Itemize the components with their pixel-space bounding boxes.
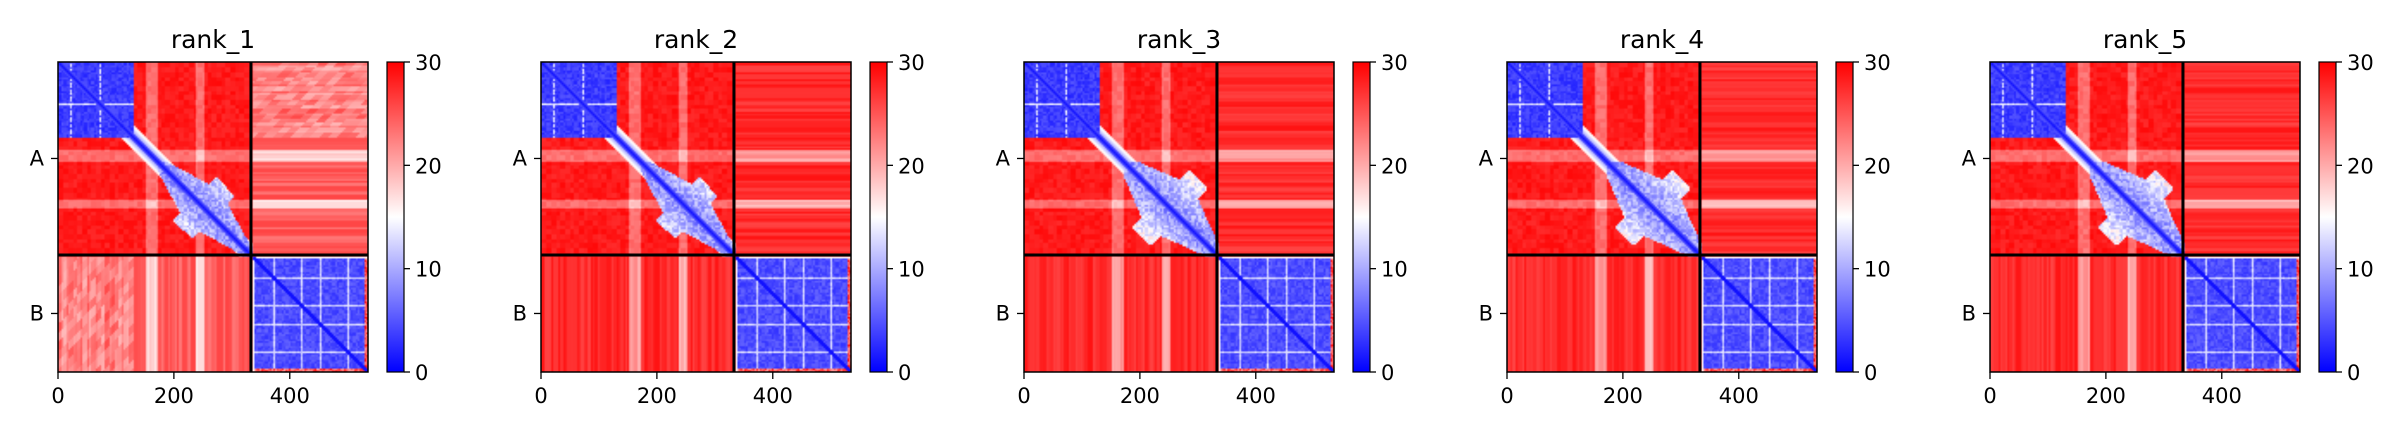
colorbar-tick-label: 0 <box>415 361 428 385</box>
pae-panel: rank_1 0 200 400 A B 0 10 20 30 <box>30 25 442 408</box>
x-tick-label: 0 <box>534 384 547 408</box>
y-tick-label: B <box>1479 301 1493 325</box>
colorbar-tick-label: 20 <box>898 154 925 178</box>
x-tick-label: 0 <box>1983 384 1996 408</box>
axes-frame <box>57 61 369 373</box>
x-tick-label: 200 <box>2086 384 2126 408</box>
x-tick-label: 200 <box>1120 384 1160 408</box>
colorbar-tick-label: 20 <box>1864 154 1891 178</box>
colorbar-tick-label: 0 <box>1864 361 1877 385</box>
colorbar-tick-label: 0 <box>1381 361 1394 385</box>
colorbar-tick-label: 20 <box>415 154 442 178</box>
x-tick-label: 200 <box>1603 384 1643 408</box>
y-tick-label: B <box>1962 301 1976 325</box>
pae-heatmap <box>1990 62 2300 372</box>
y-tick-label: A <box>1962 146 1977 170</box>
pae-panel: rank_5 0 200 400 A B 0 10 20 30 <box>1962 25 2374 408</box>
colorbar-tick-label: 0 <box>898 361 911 385</box>
panel-title: rank_5 <box>2103 25 2187 54</box>
y-tick-label: A <box>996 146 1011 170</box>
x-tick-label: 0 <box>51 384 64 408</box>
x-tick-label: 400 <box>2202 384 2242 408</box>
colorbar-tick-label: 20 <box>1381 154 1408 178</box>
colorbar <box>1835 61 1854 373</box>
pae-heatmap <box>58 62 368 372</box>
pae-heatmap <box>1507 62 1817 372</box>
panel-title: rank_4 <box>1620 25 1704 54</box>
y-tick-label: B <box>513 301 527 325</box>
colorbar <box>1352 61 1371 373</box>
y-tick-label: A <box>30 146 45 170</box>
y-tick-label: A <box>513 146 528 170</box>
colorbar-tick-label: 30 <box>2347 51 2374 75</box>
colorbar-tick-label: 10 <box>2347 258 2374 282</box>
colorbar-tick-label: 30 <box>415 51 442 75</box>
axes-frame <box>1506 61 1818 373</box>
x-tick-label: 400 <box>1236 384 1276 408</box>
y-tick-label: B <box>996 301 1010 325</box>
panel-title: rank_1 <box>171 25 255 54</box>
panel-title: rank_2 <box>654 25 738 54</box>
colorbar <box>2318 61 2337 373</box>
x-tick-label: 400 <box>753 384 793 408</box>
colorbar <box>869 61 888 373</box>
y-tick-label: B <box>30 301 44 325</box>
pae-panel: rank_3 0 200 400 A B 0 10 20 30 <box>996 25 1408 408</box>
y-tick-label: A <box>1479 146 1494 170</box>
colorbar-tick-label: 0 <box>2347 361 2360 385</box>
pae-panel: rank_2 0 200 400 A B 0 10 20 30 <box>513 25 925 408</box>
pae-heatmap <box>541 62 851 372</box>
x-tick-label: 0 <box>1017 384 1030 408</box>
x-tick-label: 400 <box>1719 384 1759 408</box>
colorbar-tick-label: 10 <box>1381 258 1408 282</box>
colorbar-tick-label: 20 <box>2347 154 2374 178</box>
colorbar-tick-label: 30 <box>898 51 925 75</box>
colorbar-tick-label: 10 <box>1864 258 1891 282</box>
colorbar <box>386 61 405 373</box>
colorbar-tick-label: 30 <box>1864 51 1891 75</box>
x-tick-label: 200 <box>154 384 194 408</box>
axes-frame <box>1989 61 2301 373</box>
colorbar-tick-label: 10 <box>898 258 925 282</box>
pae-heatmap <box>1024 62 1334 372</box>
x-tick-label: 0 <box>1500 384 1513 408</box>
pae-panel: rank_4 0 200 400 A B 0 10 20 30 <box>1479 25 1891 408</box>
axes-frame <box>540 61 852 373</box>
axes-frame <box>1023 61 1335 373</box>
colorbar-tick-label: 10 <box>415 258 442 282</box>
x-tick-label: 200 <box>637 384 677 408</box>
x-tick-label: 400 <box>270 384 310 408</box>
panel-title: rank_3 <box>1137 25 1221 54</box>
colorbar-tick-label: 30 <box>1381 51 1408 75</box>
